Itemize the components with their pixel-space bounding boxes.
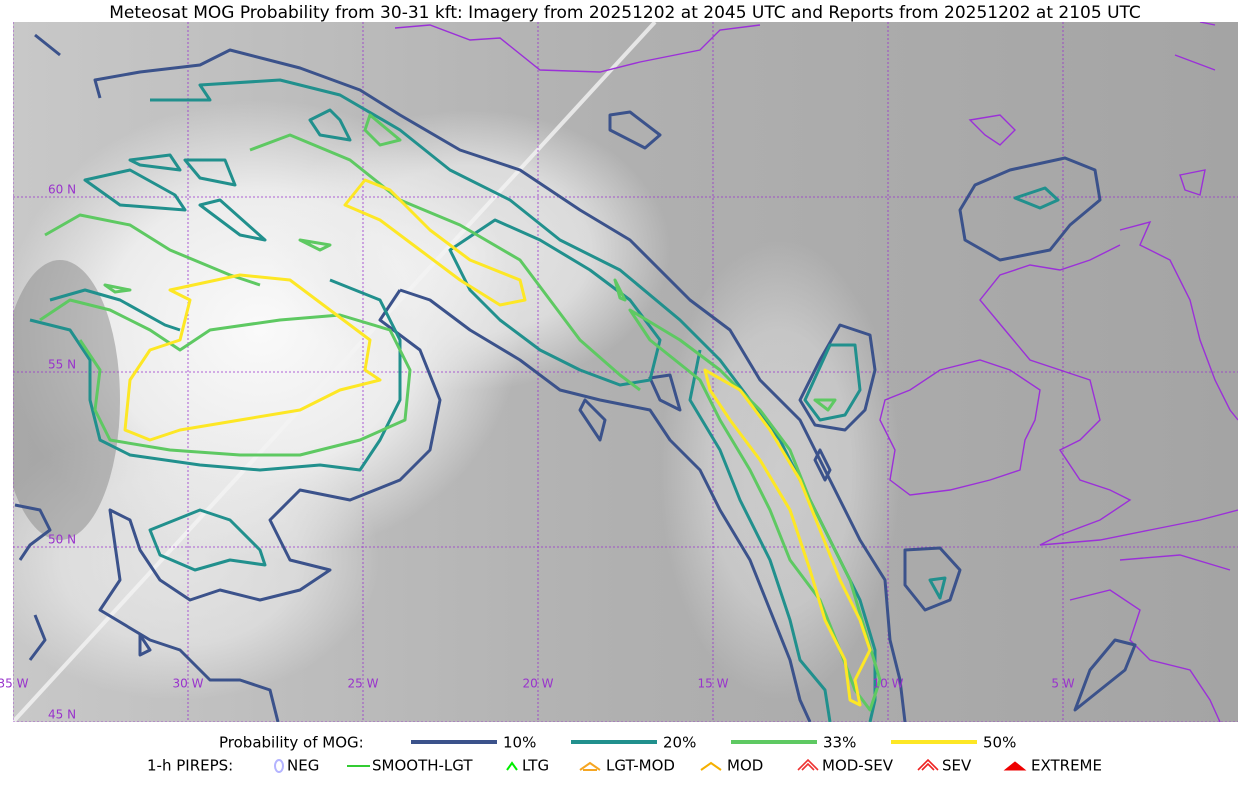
- legend-label: NEG: [287, 757, 319, 775]
- coastline: [1179, 169, 1206, 196]
- contour-20: [83, 153, 267, 242]
- map-area: [13, 22, 1238, 722]
- contour-10: [98, 289, 442, 722]
- contour-20: [448, 218, 662, 387]
- contour-10: [958, 156, 1102, 262]
- contour-20: [49, 108, 352, 332]
- contour-20: [688, 349, 832, 722]
- dark-area: [13, 260, 120, 540]
- map-title: Meteosat MOG Probability from 30-31 kft:…: [109, 3, 1141, 23]
- coastlines: [394, 22, 1238, 722]
- graticule: [13, 22, 1238, 722]
- cloud-mass: [270, 110, 670, 390]
- cloud-mass: [660, 240, 900, 700]
- probability-contours: [14, 33, 1137, 722]
- legend-label: 50%: [983, 734, 1016, 752]
- contour-20: [150, 78, 877, 722]
- coastline: [968, 114, 1016, 146]
- legend-label: 33%: [823, 734, 856, 752]
- contour-10: [1073, 638, 1137, 712]
- contour-10: [14, 503, 152, 661]
- contour-10: [399, 288, 812, 722]
- coastline: [1119, 554, 1231, 571]
- contour-33: [628, 308, 882, 712]
- legend-icon: [797, 758, 819, 771]
- legend-label: SEV: [942, 757, 972, 775]
- latitude-label: 55 N: [48, 358, 76, 372]
- contour-33: [103, 238, 837, 412]
- contour-10: [34, 33, 907, 722]
- contour-10: [578, 110, 832, 482]
- coastline: [1069, 589, 1221, 722]
- longitude-label: 30 W: [173, 677, 204, 691]
- contour-10: [798, 323, 877, 432]
- coastline: [394, 24, 761, 73]
- legend-label: SMOOTH-LGT: [372, 757, 473, 775]
- legend-label: 20%: [663, 734, 696, 752]
- legend-icon: [700, 761, 722, 771]
- legend-icon: [274, 759, 284, 773]
- contour-50: [123, 273, 382, 442]
- legend-label: MOD-SEV: [822, 757, 894, 775]
- longitude-label: 5 W: [1051, 677, 1074, 691]
- legend-label: EXTREME: [1031, 757, 1102, 775]
- contour-10: [903, 546, 962, 612]
- contour-50: [343, 178, 527, 307]
- legend-heading: 1-h PIREPS:: [147, 757, 233, 775]
- longitude-label: 25 W: [348, 677, 379, 691]
- contour-50: [703, 368, 872, 707]
- legend-label: LTG: [522, 757, 549, 775]
- contour-33: [39, 298, 412, 457]
- legend-icon: [506, 761, 518, 771]
- contour-20: [29, 278, 402, 472]
- legend-icon: [917, 758, 939, 771]
- legend-label: MOD: [727, 757, 763, 775]
- latitude-label: 50 N: [48, 533, 76, 547]
- longitude-label: 35 W: [0, 677, 29, 691]
- legend-icon: [579, 761, 601, 771]
- contour-20: [148, 186, 1060, 600]
- latitude-label: 45 N: [48, 708, 76, 722]
- legend-label: 10%: [503, 734, 536, 752]
- legend-icon: [1003, 761, 1027, 771]
- coastline: [979, 220, 1238, 546]
- legend-label: LGT-MOD: [606, 757, 675, 775]
- longitude-label: 15 W: [698, 677, 729, 691]
- legend: Probability of MOG: 10% 20% 33% 50% 1-h PIREP…: [147, 734, 1102, 775]
- longitude-label: 20 W: [523, 677, 554, 691]
- latitude-label: 60 N: [48, 183, 76, 197]
- coastline: [879, 359, 1041, 496]
- legend-heading: Probability of MOG:: [219, 734, 364, 752]
- longitude-label: 10 W: [873, 677, 904, 691]
- coastline: [1174, 22, 1216, 71]
